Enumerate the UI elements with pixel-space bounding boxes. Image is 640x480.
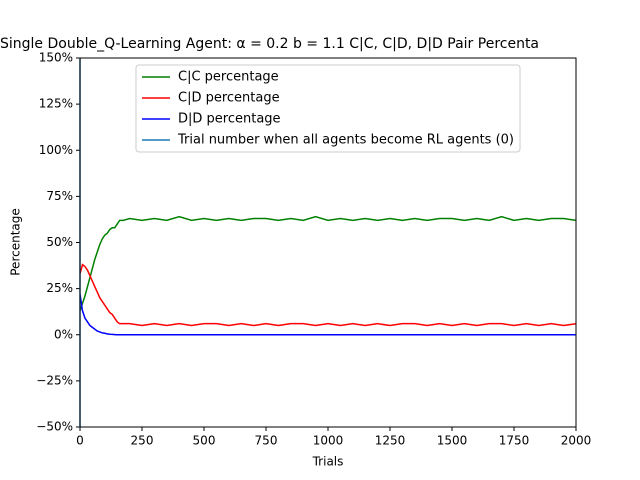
legend-box	[135, 64, 521, 153]
x-tick-label: 1250	[375, 434, 406, 448]
series-line	[80, 294, 576, 336]
x-tick-label: 500	[193, 434, 216, 448]
x-tick-label: 1750	[499, 434, 530, 448]
x-tick-label: 0	[76, 434, 84, 448]
plot-frame	[79, 57, 577, 428]
x-tick-label: 2000	[561, 434, 592, 448]
y-tick-label: 50%	[46, 235, 73, 249]
y-axis-label: Percentage	[9, 208, 23, 276]
legend-label: Trial number when all agents become RL a…	[177, 133, 514, 148]
y-tick-label: −25%	[36, 373, 73, 387]
x-axis-label: Trials	[312, 455, 344, 469]
legend-label: D|D percentage	[178, 112, 281, 127]
y-tick-label: 100%	[39, 143, 73, 157]
x-tick-label: 250	[131, 434, 154, 448]
y-tick-label: −50%	[36, 420, 73, 434]
y-tick-label: 150%	[39, 51, 73, 65]
y-tick-label: 75%	[46, 189, 73, 203]
y-tick-label: 25%	[46, 281, 73, 295]
legend-label: C|D percentage	[178, 91, 280, 106]
chart-title: Single Double_Q-Learning Agent: α = 0.2 …	[0, 36, 539, 52]
x-tick-label: 1500	[437, 434, 468, 448]
series-line	[80, 215, 576, 312]
x-tick-label: 1000	[313, 434, 344, 448]
y-tick-label: 0%	[54, 327, 73, 341]
series-line	[80, 263, 576, 327]
y-tick-label: 125%	[39, 97, 73, 111]
x-tick-label: 750	[255, 434, 278, 448]
legend-label: C|C percentage	[178, 70, 279, 85]
legend: C|C percentage C|D percentage D|D percenta…	[135, 64, 521, 153]
